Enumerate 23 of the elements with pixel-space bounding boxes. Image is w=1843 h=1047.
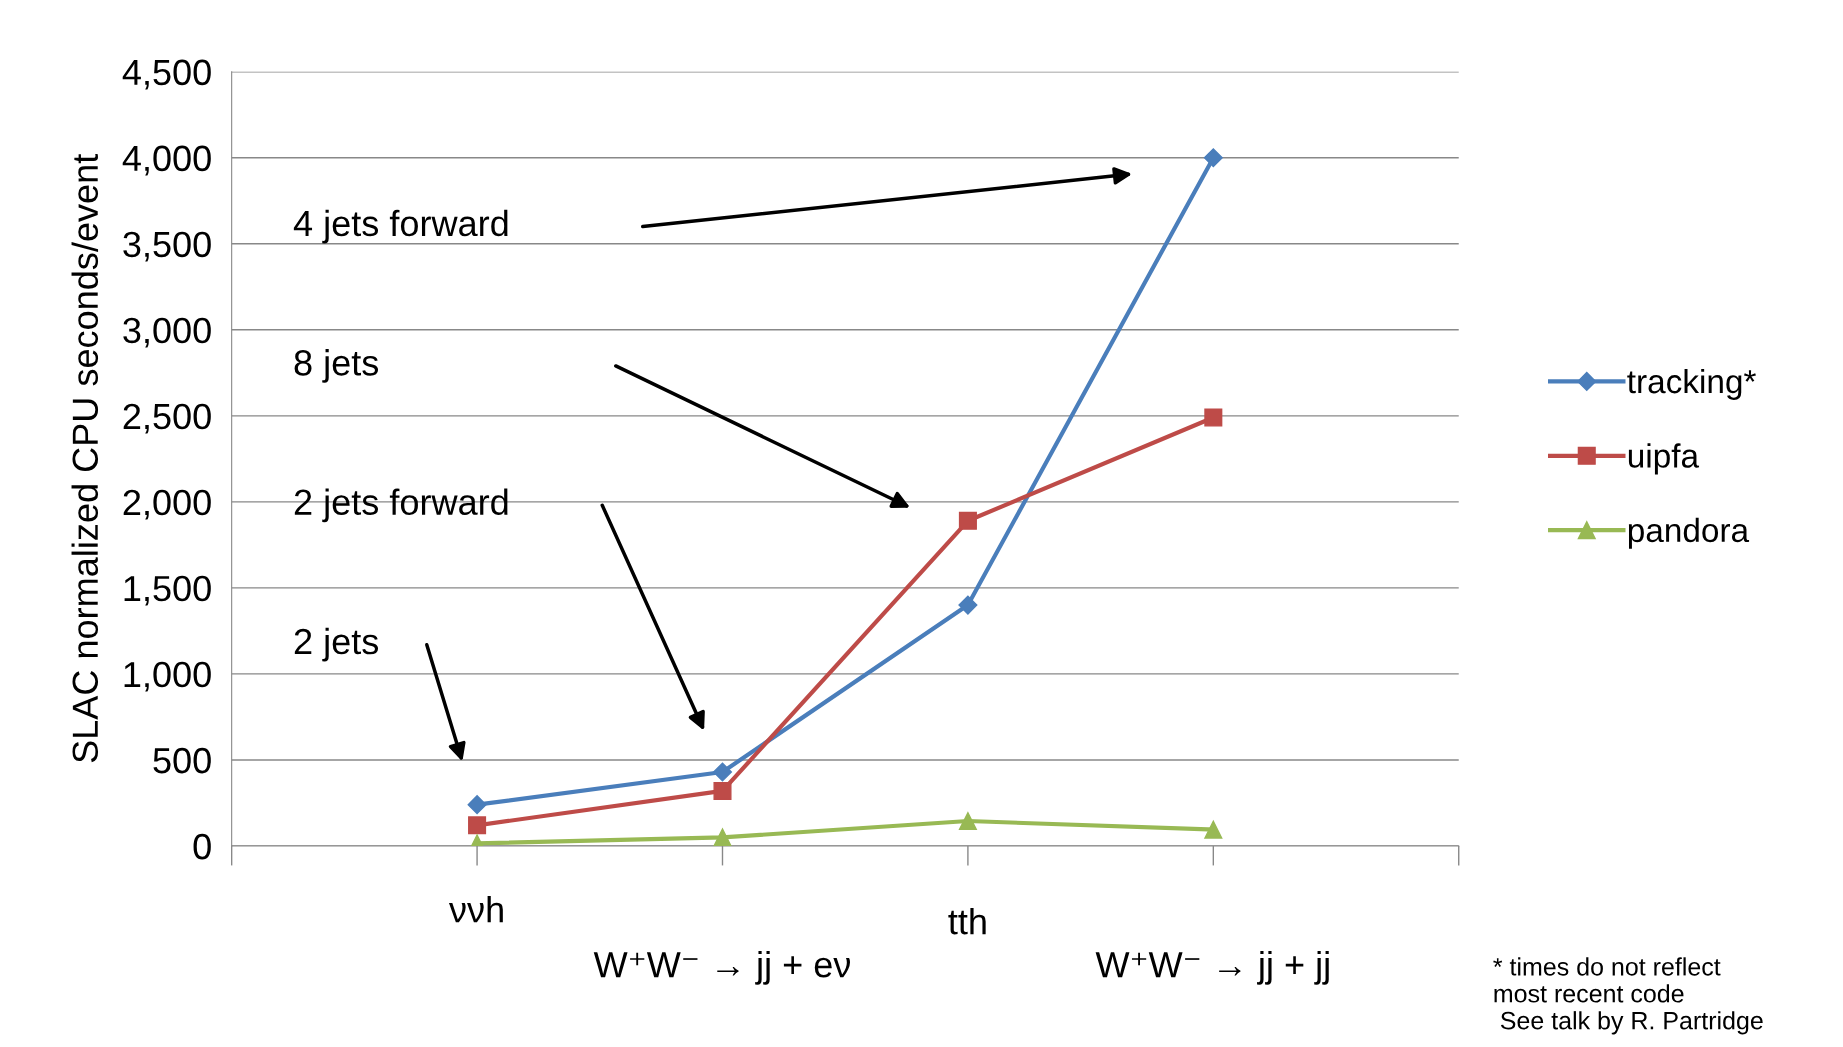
y-tick-label: 2,000 [123,489,211,520]
annotation: 2 jets [294,627,379,662]
legend-label: uipfa [1628,443,1700,475]
y-tick-label: 500 [153,747,211,774]
y-tick-label: 0 [193,833,211,860]
annotation: 4 jets forward [293,209,508,244]
y-tick-label: 1,000 [124,661,211,692]
legend-label: tracking* [1627,368,1756,400]
x-tick-label: W⁺W⁻ → jj + eν [593,950,851,985]
y-tick-label: 4,000 [122,145,211,176]
annotation: 2 jets forward [294,488,508,523]
y-tick-label: 4,500 [122,59,211,90]
y-tick-label: 1,500 [124,575,211,606]
annotation: 8 jets [294,349,379,383]
legend-label: pandora [1628,517,1750,549]
y-axis-title: SLAC normalized CPU seconds/event [71,154,99,763]
y-tick-label: 3,500 [123,231,211,262]
x-tick-label: tth [948,907,986,935]
text: * times do not reflect most recent code See talk by R. Partridge [1493,957,1763,1035]
x-tick-label: ννh [448,895,503,923]
y-tick-label: 3,000 [123,317,211,348]
x-tick-label: W⁺W⁻ → jj + jj [1095,950,1329,985]
y-tick-label: 2,500 [123,403,211,434]
